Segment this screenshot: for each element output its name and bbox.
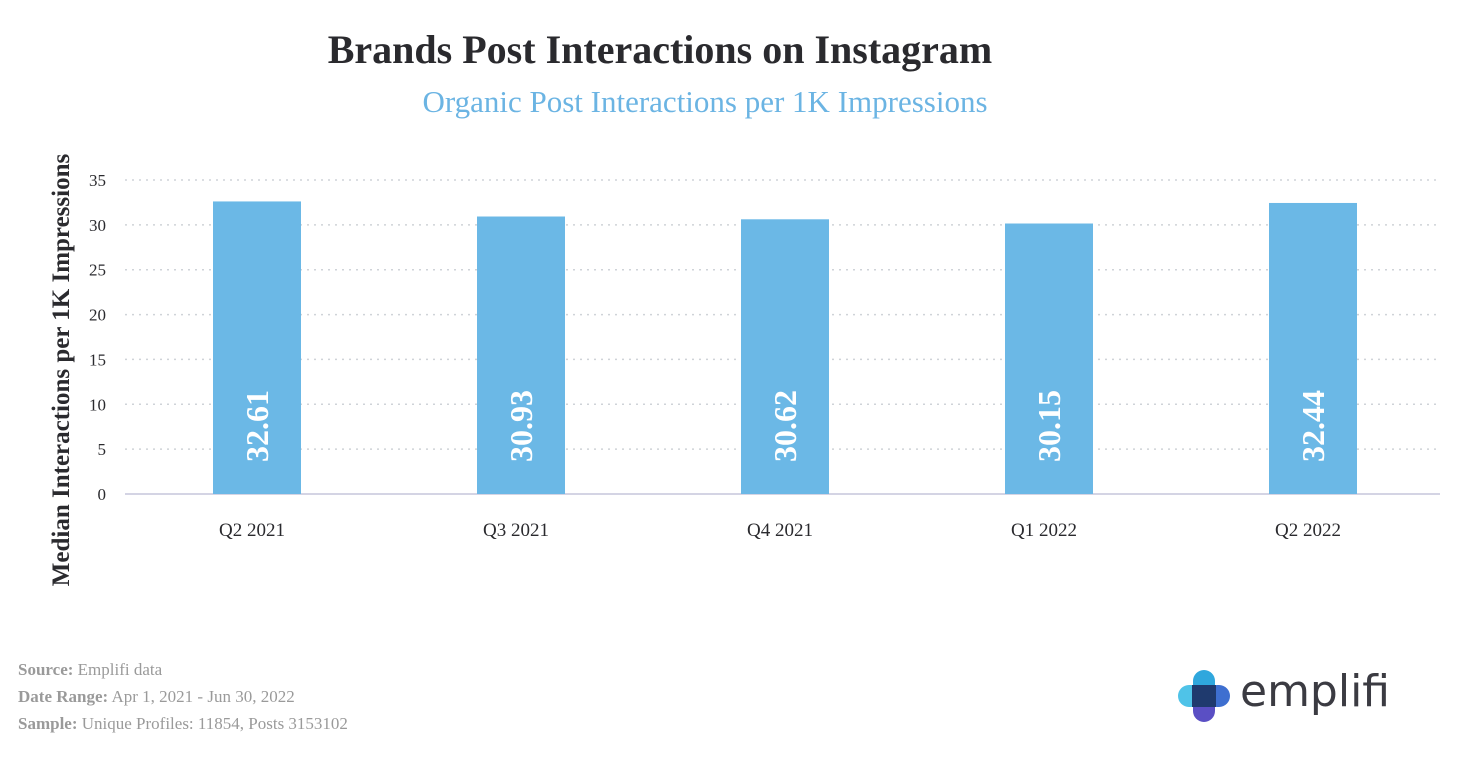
y-tick-label: 35 xyxy=(89,171,106,190)
source-label: Source: xyxy=(18,660,74,679)
date-range-value: Apr 1, 2021 - Jun 30, 2022 xyxy=(111,687,295,706)
bar-q2-2021 xyxy=(213,201,301,494)
data-label: 32.61 xyxy=(239,390,275,462)
sample-label: Sample: xyxy=(18,714,78,733)
footer: Source: Emplifi data Date Range: Apr 1, … xyxy=(18,656,348,737)
x-tick-label: Q2 2022 xyxy=(1275,520,1341,541)
data-label: 30.93 xyxy=(503,390,539,462)
bar-q2-2022 xyxy=(1269,202,1357,494)
sample-line: Sample: Unique Profiles: 11854, Posts 31… xyxy=(18,710,348,737)
sample-value: Unique Profiles: 11854, Posts 3153102 xyxy=(81,714,348,733)
x-tick-label: Q2 2021 xyxy=(219,520,285,541)
y-tick-label: 15 xyxy=(89,350,106,369)
date-range-line: Date Range: Apr 1, 2021 - Jun 30, 2022 xyxy=(18,683,348,710)
bar-q4-2021 xyxy=(741,219,829,494)
y-tick-label: 5 xyxy=(98,440,107,459)
y-tick-label: 30 xyxy=(89,216,106,235)
y-tick-label: 20 xyxy=(89,306,106,325)
bar-chart: 0 5 10 15 20 25 30 35 32.61 Q2 2021 30.93 Q3 2021 30… xyxy=(89,171,1440,541)
bar-q3-2021 xyxy=(477,216,565,494)
data-label: 30.15 xyxy=(1031,390,1067,462)
emplifi-logo: emplifi xyxy=(1178,664,1438,724)
data-label: 30.62 xyxy=(767,390,803,462)
emplifi-logo-text: emplifi xyxy=(1240,666,1391,717)
chart-title: Brands Post Interactions on Instagram xyxy=(327,27,993,72)
x-tick-label: Q3 2021 xyxy=(483,520,549,541)
x-tick-label: Q1 2022 xyxy=(1011,520,1077,541)
x-tick-label: Q4 2021 xyxy=(747,520,813,541)
bar-q1-2022 xyxy=(1005,223,1093,495)
source-line: Source: Emplifi data xyxy=(18,656,348,683)
data-label: 32.44 xyxy=(1295,390,1331,462)
y-tick-label: 10 xyxy=(89,395,106,414)
date-range-label: Date Range: xyxy=(18,687,109,706)
y-tick-label: 25 xyxy=(89,261,106,280)
source-value: Emplifi data xyxy=(77,660,163,679)
emplifi-logo-icon xyxy=(1178,670,1230,722)
chart-subtitle: Organic Post Interactions per 1K Impress… xyxy=(422,84,988,119)
y-tick-label: 0 xyxy=(98,485,107,504)
